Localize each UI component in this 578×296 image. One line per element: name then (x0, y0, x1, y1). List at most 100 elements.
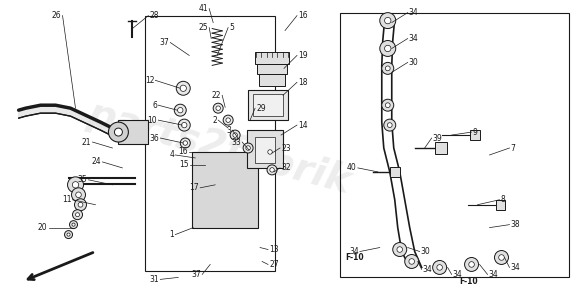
Text: 14: 14 (298, 120, 307, 130)
Text: 26: 26 (52, 11, 61, 20)
Text: 37: 37 (191, 270, 201, 279)
Circle shape (433, 260, 447, 274)
Circle shape (177, 107, 183, 113)
Text: 6: 6 (153, 101, 157, 110)
Text: 15: 15 (180, 160, 189, 169)
Text: 37: 37 (160, 38, 169, 47)
Circle shape (226, 118, 231, 122)
Text: 30: 30 (421, 247, 431, 256)
Text: 11: 11 (62, 195, 72, 204)
Circle shape (405, 255, 418, 268)
Circle shape (76, 192, 81, 197)
Text: 1: 1 (169, 230, 175, 239)
Circle shape (178, 119, 190, 131)
Text: 34: 34 (409, 34, 418, 43)
Circle shape (216, 106, 220, 110)
Circle shape (176, 81, 190, 95)
Text: 22: 22 (212, 91, 221, 100)
Text: 36: 36 (150, 133, 160, 143)
Circle shape (495, 250, 509, 264)
Circle shape (386, 66, 390, 71)
Circle shape (469, 262, 475, 267)
Circle shape (72, 188, 86, 202)
Circle shape (233, 133, 238, 137)
Text: 8: 8 (501, 195, 505, 204)
Polygon shape (18, 105, 118, 140)
Text: 20: 20 (38, 223, 47, 232)
Bar (248, 90, 288, 120)
Text: 29: 29 (256, 104, 266, 113)
Circle shape (78, 202, 83, 207)
Bar (255, 52, 289, 65)
Text: F-10: F-10 (460, 277, 478, 286)
Text: 18: 18 (298, 78, 307, 87)
Circle shape (180, 138, 190, 148)
Circle shape (380, 13, 396, 28)
Text: 41: 41 (199, 4, 208, 13)
Circle shape (181, 123, 187, 128)
Circle shape (213, 103, 223, 113)
Circle shape (268, 150, 272, 154)
Text: 3: 3 (226, 126, 231, 135)
Circle shape (270, 168, 275, 172)
Text: 16: 16 (179, 147, 188, 157)
Circle shape (382, 62, 394, 74)
Circle shape (384, 17, 391, 24)
Text: 30: 30 (409, 58, 418, 67)
Text: 27: 27 (269, 260, 279, 269)
Text: 9: 9 (473, 128, 477, 136)
Circle shape (183, 141, 187, 145)
Text: 17: 17 (190, 183, 199, 192)
Text: 34: 34 (423, 265, 432, 274)
Text: 31: 31 (150, 275, 160, 284)
Circle shape (499, 255, 504, 260)
Circle shape (384, 45, 391, 52)
Circle shape (243, 143, 253, 153)
Circle shape (387, 123, 392, 128)
Text: 12: 12 (145, 76, 154, 85)
Text: 33: 33 (231, 138, 241, 147)
Circle shape (230, 130, 240, 140)
Text: 25: 25 (199, 23, 208, 32)
Circle shape (437, 265, 442, 270)
Circle shape (409, 259, 414, 264)
Text: 34: 34 (488, 270, 498, 279)
Circle shape (382, 99, 394, 111)
Text: 10: 10 (148, 116, 157, 125)
Circle shape (69, 221, 77, 229)
Text: 2: 2 (213, 116, 217, 125)
Circle shape (223, 115, 233, 125)
Circle shape (380, 41, 396, 57)
Circle shape (72, 182, 79, 188)
Text: 16: 16 (298, 11, 307, 20)
Text: 40: 40 (347, 163, 357, 172)
Circle shape (246, 146, 250, 150)
Text: 28: 28 (149, 11, 159, 20)
Circle shape (386, 103, 390, 107)
Circle shape (65, 231, 72, 239)
Circle shape (265, 147, 275, 157)
Bar (255, 137, 275, 163)
Circle shape (180, 85, 186, 91)
Text: 13: 13 (269, 245, 279, 254)
Text: 34: 34 (510, 263, 520, 272)
Circle shape (67, 233, 70, 236)
Text: 34: 34 (409, 8, 418, 17)
Circle shape (384, 119, 396, 131)
Text: 24: 24 (92, 157, 102, 166)
Text: 35: 35 (77, 175, 87, 184)
Bar (435, 142, 447, 154)
Circle shape (175, 104, 186, 116)
Circle shape (392, 242, 407, 257)
Circle shape (76, 213, 80, 217)
Text: 21: 21 (82, 138, 91, 147)
Circle shape (75, 199, 87, 211)
Text: F-10: F-10 (345, 253, 364, 262)
Circle shape (72, 210, 83, 220)
Circle shape (114, 128, 123, 136)
Bar (469, 130, 480, 140)
Text: 32: 32 (281, 163, 291, 172)
Bar (390, 167, 400, 177)
Bar (340, 13, 569, 277)
Circle shape (72, 223, 75, 226)
